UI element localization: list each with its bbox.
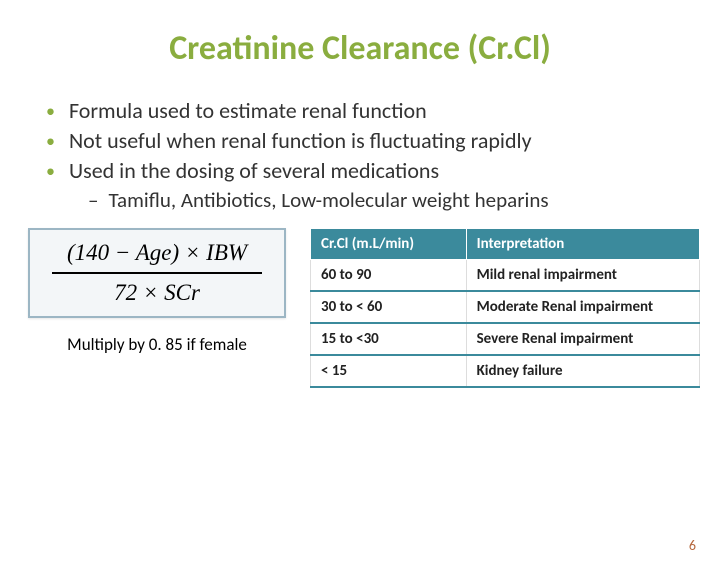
formula-denominator: 72 × SCr (42, 280, 272, 306)
bullet-dot-icon: • (46, 127, 55, 155)
table-header: Interpretation (466, 229, 699, 260)
table-row: 60 to 90 Mild renal impairment (311, 260, 700, 292)
dash-icon: – (88, 187, 98, 214)
table-cell: Kidney failure (466, 355, 699, 387)
table-cell: Moderate Renal impairment (466, 291, 699, 323)
sub-bullet-item: – Tamiflu, Antibiotics, Low-molecular we… (88, 187, 690, 214)
bullet-dot-icon: • (46, 97, 55, 125)
bullet-dot-icon: • (46, 157, 55, 185)
slide-title: Creatinine Clearance (Cr.Cl) (0, 28, 720, 69)
table-cell: Severe Renal impairment (466, 323, 699, 355)
table-header: Cr.Cl (m.L/min) (311, 229, 467, 260)
formula-note: Multiply by 0. 85 if female (67, 334, 247, 355)
bullet-list: • Formula used to estimate renal functio… (46, 97, 690, 214)
table-cell: 15 to <30 (311, 323, 467, 355)
table-cell: 30 to < 60 (311, 291, 467, 323)
table-row: 15 to <30 Severe Renal impairment (311, 323, 700, 355)
bullet-item: • Formula used to estimate renal functio… (46, 97, 690, 125)
formula-box: (140 − Age) × IBW 72 × SCr (28, 228, 286, 318)
bullet-item: • Used in the dosing of several medicati… (46, 157, 690, 185)
table-row: 30 to < 60 Moderate Renal impairment (311, 291, 700, 323)
sub-bullet-text: Tamiflu, Antibiotics, Low-molecular weig… (108, 187, 548, 214)
formula-numerator: (140 − Age) × IBW (42, 240, 272, 266)
table-cell: Mild renal impairment (466, 260, 699, 292)
bullet-item: • Not useful when renal function is fluc… (46, 127, 690, 155)
table-cell: 60 to 90 (311, 260, 467, 292)
formula-block: (140 − Age) × IBW 72 × SCr Multiply by 0… (22, 228, 292, 388)
bullet-text: Formula used to estimate renal function (69, 97, 427, 125)
table-cell: < 15 (311, 355, 467, 387)
bullet-text: Not useful when renal function is fluctu… (69, 127, 532, 155)
interpretation-table: Cr.Cl (m.L/min) Interpretation 60 to 90 … (310, 228, 700, 388)
table-row: < 15 Kidney failure (311, 355, 700, 387)
formula-fraction-line (52, 272, 262, 274)
bullet-text: Used in the dosing of several medication… (69, 157, 439, 185)
